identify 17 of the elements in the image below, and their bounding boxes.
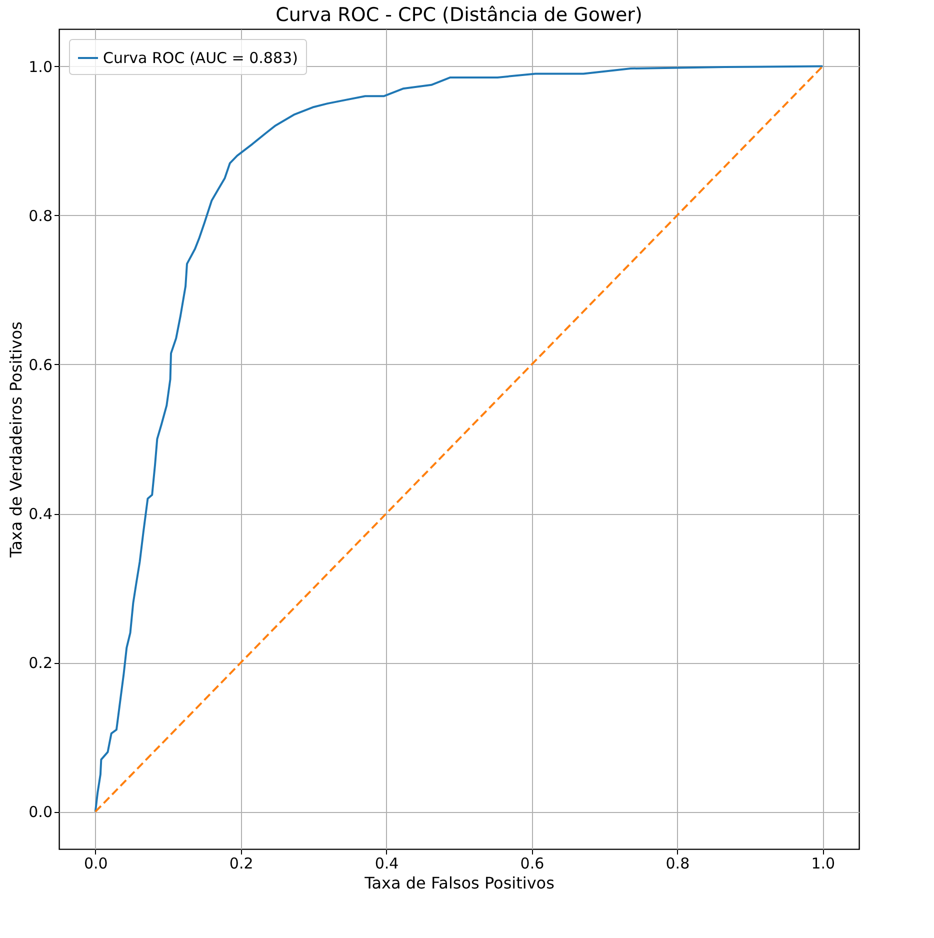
x-tick-label: 0.4 [374,854,399,872]
y-axis-title: Taxa de Verdadeiros Positivos [6,321,26,559]
x-tick-label: 0.0 [84,854,108,872]
legend-label: Curva ROC (AUC = 0.883) [103,49,298,67]
y-tick-label: 0.4 [28,505,52,524]
y-tick-label: 0.6 [28,356,52,374]
chart-title: Curva ROC - CPC (Distância de Gower) [276,4,642,26]
x-tick-label: 0.2 [229,854,254,872]
y-tick-label: 0.8 [28,206,52,225]
line-series [94,65,824,813]
x-axis-title: Taxa de Falsos Positivos [364,874,554,892]
x-tick-label: 1.0 [811,854,836,872]
y-tick-label: 0.2 [28,654,52,672]
y-tick-label: 0.0 [28,803,52,822]
x-tick-label: 0.6 [520,854,544,872]
x-tick-label: 0.8 [666,854,690,872]
y-tick-label: 1.0 [28,58,52,76]
